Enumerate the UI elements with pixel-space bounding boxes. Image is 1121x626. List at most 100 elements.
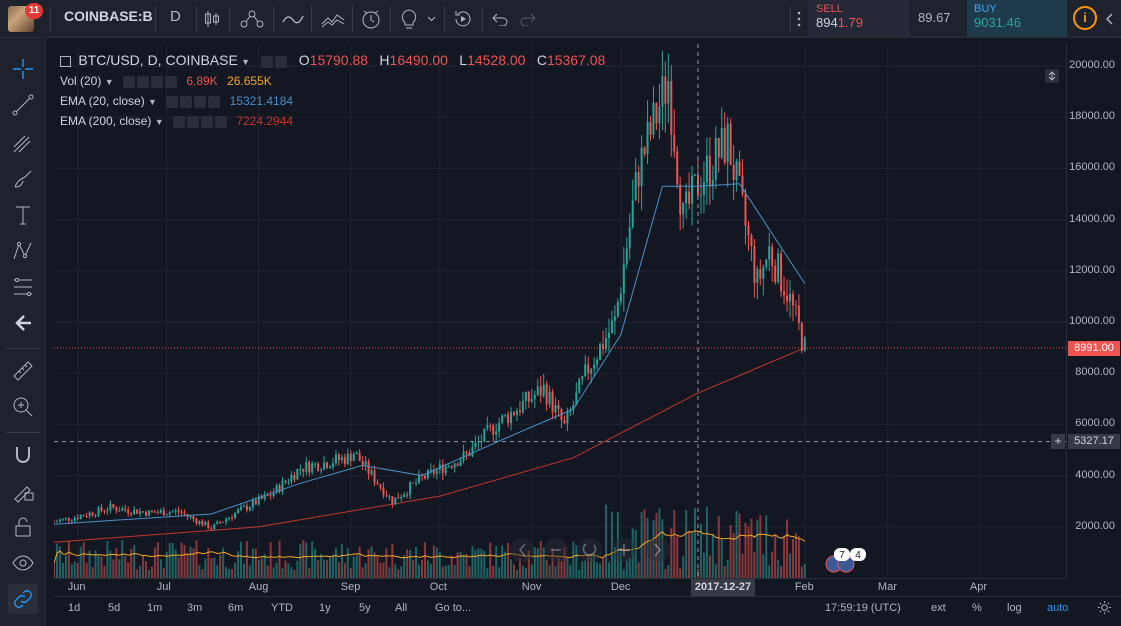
candle-body — [714, 137, 717, 180]
range-button-5d[interactable]: 5d — [108, 602, 121, 614]
undo-icon[interactable] — [488, 0, 512, 37]
range-button-all[interactable]: All — [395, 602, 408, 614]
range-button-3m[interactable]: 3m — [187, 602, 203, 614]
candle-body — [234, 513, 237, 518]
ema200-add-icon[interactable] — [200, 115, 213, 128]
ideas-lightbulb-icon[interactable] — [396, 0, 422, 37]
range-button-5y[interactable]: 5y — [359, 602, 371, 614]
crosshair-icon[interactable] — [8, 54, 38, 84]
ext-toggle[interactable]: ext — [931, 602, 946, 614]
ruler-icon[interactable] — [8, 356, 38, 386]
auto-toggle[interactable]: auto — [1047, 602, 1069, 614]
range-button-1y[interactable]: 1y — [319, 602, 331, 614]
range-button-ytd[interactable]: YTD — [271, 602, 293, 614]
candle-body — [340, 457, 343, 461]
ideas-chevron-down-icon[interactable] — [424, 0, 438, 37]
vol-settings-icon[interactable] — [136, 75, 149, 88]
scale-toggle-icon[interactable] — [1045, 69, 1059, 83]
ema20-value: 15321.4184 — [229, 94, 294, 108]
alert-clock-icon[interactable] — [358, 0, 384, 37]
series-hide-icon[interactable] — [275, 55, 288, 68]
ema20-settings-icon[interactable] — [180, 95, 193, 108]
fib-icon[interactable] — [8, 272, 38, 302]
buy-button[interactable]: BUY 9031.46 — [967, 0, 1067, 37]
vol-add-icon[interactable] — [150, 75, 163, 88]
series-settings-icon[interactable] — [261, 55, 274, 68]
redo-icon[interactable] — [516, 0, 540, 37]
volume-bar — [705, 506, 708, 578]
volume-bar — [527, 550, 530, 578]
sell-button[interactable]: SELL 8941.79 — [808, 0, 910, 37]
series-chevron-down-icon[interactable]: ▼ — [241, 57, 251, 67]
volume-chevron-down-icon[interactable]: ▼ — [104, 77, 114, 87]
events-markers[interactable]: 7 4 — [825, 548, 866, 573]
candle-body — [133, 509, 136, 515]
ema20-label[interactable]: EMA (20, close) — [60, 94, 145, 108]
trendline-icon[interactable] — [8, 90, 38, 120]
symbol-search-input[interactable]: COINBASE:B — [64, 8, 153, 24]
volume-indicator-label[interactable]: Vol (20) — [60, 74, 102, 88]
candle-body — [539, 386, 542, 396]
settings-gear-icon[interactable] — [1097, 600, 1112, 618]
vol-eye-icon[interactable] — [122, 75, 135, 88]
replay-icon[interactable] — [450, 0, 476, 37]
percent-toggle[interactable]: % — [972, 602, 982, 614]
panel-chevron-left-icon[interactable] — [1103, 0, 1117, 37]
interval-selector[interactable]: D — [170, 8, 181, 25]
ema200-label[interactable]: EMA (200, close) — [60, 114, 152, 128]
lock-icon[interactable] — [8, 512, 38, 542]
financials-icon[interactable] — [318, 0, 348, 37]
brush-icon[interactable] — [8, 164, 38, 194]
ema200-settings-icon[interactable] — [186, 115, 199, 128]
price-axis[interactable]: 20000.00 18000.00 16000.00 14000.00 12000.00… — [1051, 44, 1121, 578]
indicators-icon[interactable] — [280, 0, 306, 37]
candle-body — [228, 517, 231, 520]
series-title[interactable]: BTC/USD, D, COINBASE — [78, 52, 238, 68]
volume-bar — [346, 548, 349, 578]
add-alert-plus-icon[interactable]: + — [1051, 434, 1065, 449]
eye-icon[interactable] — [8, 548, 38, 578]
text-icon[interactable] — [8, 200, 38, 230]
volume-bar — [142, 555, 145, 578]
link-icon[interactable] — [8, 584, 38, 614]
drag-handle-icon[interactable] — [792, 0, 806, 37]
series-collapse-icon[interactable] — [60, 56, 71, 68]
ema20-close-icon[interactable] — [208, 95, 221, 108]
ema200-close-icon[interactable] — [214, 115, 227, 128]
utc-clock[interactable]: 17:59:19 (UTC) — [825, 602, 901, 614]
candle-body — [753, 245, 756, 283]
candle-style-icon[interactable] — [200, 0, 224, 37]
volume-bar — [474, 550, 477, 578]
volume-bar — [418, 564, 421, 578]
ema200-eye-icon[interactable] — [172, 115, 185, 128]
volume-bar — [370, 546, 373, 578]
magnet-icon[interactable] — [8, 440, 38, 470]
time-axis[interactable]: Jun Jul Aug Sep Oct Nov Dec Feb Mar Apr 2017-12-2… — [54, 578, 1066, 596]
volume-bar — [640, 511, 643, 578]
range-button-6m[interactable]: 6m — [228, 602, 244, 614]
back-arrow-icon[interactable] — [8, 308, 38, 338]
pattern-icon[interactable] — [8, 236, 38, 266]
range-button-1d[interactable]: 1d — [68, 602, 81, 614]
log-toggle[interactable]: log — [1007, 602, 1022, 614]
volume-bar — [774, 535, 777, 578]
ema20-chevron-down-icon[interactable]: ▼ — [148, 97, 157, 107]
range-button-1m[interactable]: 1m — [147, 602, 163, 614]
zoom-icon[interactable] — [8, 392, 38, 422]
ema20-add-icon[interactable] — [194, 95, 207, 108]
volume-bar — [578, 569, 581, 578]
vol-close-icon[interactable] — [164, 75, 177, 88]
volume-bar — [290, 567, 293, 578]
compare-icon[interactable] — [236, 0, 268, 37]
lock-draw-icon[interactable] — [8, 476, 38, 506]
volume-bar — [771, 551, 774, 578]
chart-nav-controls[interactable] — [510, 538, 670, 562]
price-chart[interactable]: 7 4 — [54, 44, 1066, 578]
info-icon[interactable]: i — [1073, 6, 1097, 30]
goto-button[interactable]: Go to... — [435, 602, 472, 614]
volume-bar — [133, 545, 136, 578]
ema20-eye-icon[interactable] — [166, 95, 179, 108]
volume-bar — [450, 555, 453, 578]
ema200-chevron-down-icon[interactable]: ▼ — [154, 117, 164, 127]
pitchfork-icon[interactable] — [8, 128, 38, 158]
